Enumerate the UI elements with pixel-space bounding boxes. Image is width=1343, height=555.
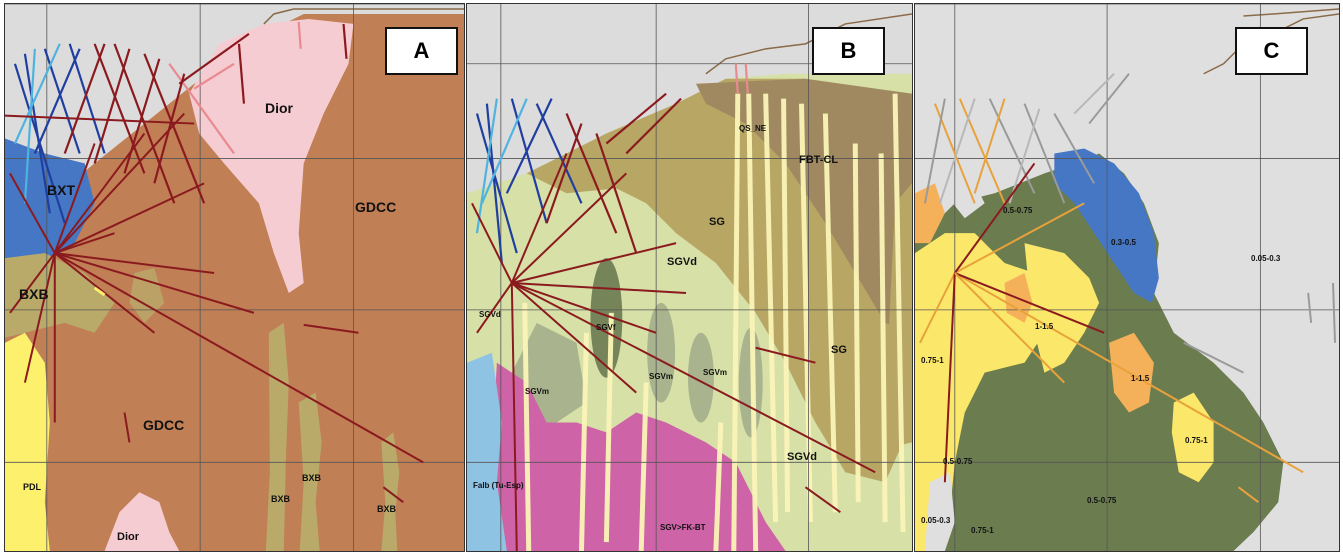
label-pdl: PDL [23,482,41,492]
label-sgv-fk: SGV>FK-BT [660,523,706,532]
label-c-1-15-b: 1-1.5 [1131,374,1150,383]
label-bxb-3: BXB [377,504,397,514]
label-c-03-05: 0.3-0.5 [1111,238,1136,247]
panel-a: A Dior GDCC BXT BXB GDCC PDL BXB BXB BXB… [4,3,465,552]
label-c-075-1-right: 0.75-1 [1185,436,1208,445]
label-fbt-cl: FBT-CL [799,154,839,166]
label-c-05-075-left: 0.5-0.75 [943,457,973,466]
panel-c: C 0.5-0.75 0.3-0.5 0.05-0.3 1-1.5 0.75-1… [914,3,1340,552]
label-gdcc-center: GDCC [143,417,185,433]
panel-a-letter: A [385,27,458,75]
label-falb: Falb (Tu-Esp) [473,481,524,490]
panel-c-map [915,4,1339,551]
label-sgvf: SGVf [596,323,616,332]
label-gdcc-right: GDCC [355,199,397,215]
panel-b: B QS_NE FBT-CL SG SGVd SGVd SGVf SGVm SG… [466,3,913,552]
label-sg-lower: SG [831,344,847,356]
label-c-05-075-top: 0.5-0.75 [1003,206,1033,215]
label-c-005-03-right: 0.05-0.3 [1251,254,1281,263]
label-c-05-075-bottom: 0.5-0.75 [1087,496,1117,505]
label-sgvm-3: SGVm [525,387,550,396]
label-dior-top: Dior [265,100,293,116]
label-c-075-1-bottom: 0.75-1 [971,526,994,535]
label-bxt: BXT [47,182,75,198]
panel-a-map [5,4,464,551]
label-sgvd-left: SGVd [479,310,501,319]
label-sgvd-center: SGVd [667,256,697,268]
label-sgvd-lower: SGVd [787,451,817,463]
label-bxb-left: BXB [19,286,49,302]
label-bxb-1: BXB [271,494,291,504]
label-qs-ne: QS_NE [739,124,767,133]
label-sg-upper: SG [709,216,725,228]
label-dior-bottom: Dior [117,531,139,543]
label-bxb-2: BXB [302,473,322,483]
label-c-005-03-bottom: 0.05-0.3 [921,516,951,525]
label-c-075-1-left: 0.75-1 [921,356,944,365]
label-sgvm-2: SGVm [703,368,728,377]
panel-b-letter: B [812,27,885,75]
panel-c-letter: C [1235,27,1308,75]
label-c-1-15-a: 1-1.5 [1035,322,1054,331]
panel-b-map [467,4,912,551]
label-sgvm-1: SGVm [649,372,674,381]
